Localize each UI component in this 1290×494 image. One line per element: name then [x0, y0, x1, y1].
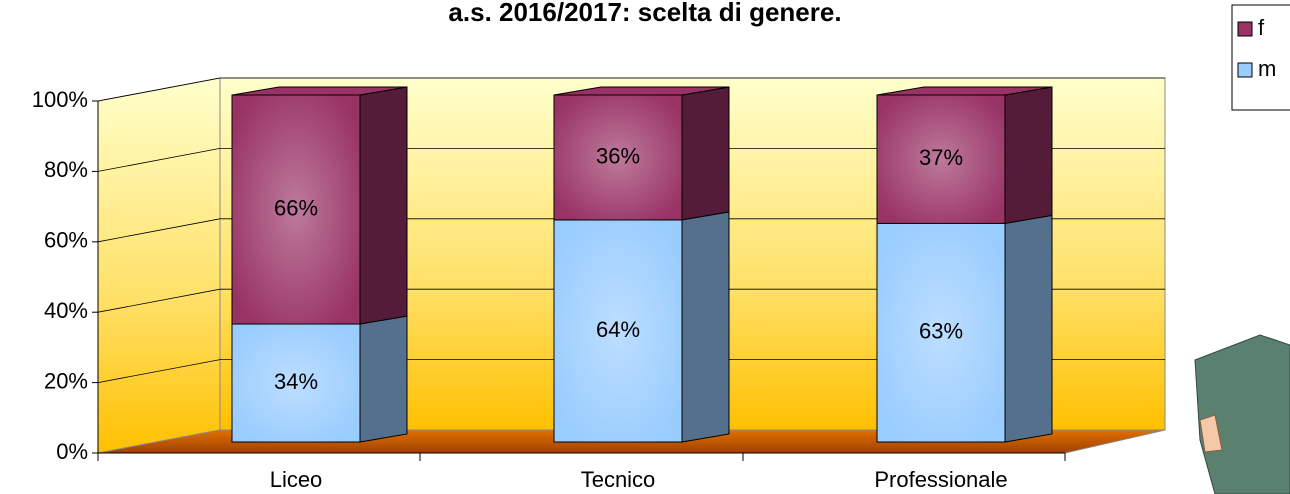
bar-top	[876, 86, 1053, 96]
data-label: 36%	[596, 143, 640, 168]
data-label: 66%	[274, 195, 318, 220]
bar-side-shade	[360, 316, 407, 442]
grid-line	[97, 288, 1165, 313]
bar-side-shade	[1005, 87, 1052, 224]
legend-swatch	[1237, 62, 1253, 78]
grid-line	[97, 218, 1165, 243]
bar-shine	[232, 95, 360, 325]
y-tick-label: 60%	[44, 228, 88, 253]
y-tick-label: 100%	[32, 87, 88, 112]
data-label: 64%	[596, 317, 640, 342]
x-tick-label: Tecnico	[581, 467, 656, 492]
bar-shine	[877, 223, 1005, 442]
y-tick-label: 40%	[44, 298, 88, 323]
bar-top	[231, 86, 408, 96]
decoration	[1194, 334, 1290, 494]
bar-shine	[554, 219, 682, 442]
bar-shine	[877, 95, 1005, 224]
grid-line	[97, 77, 1165, 102]
y-tick-label: 0%	[56, 439, 88, 464]
x-tick-label: Professionale	[874, 467, 1007, 492]
bar-side-shade	[1005, 215, 1052, 442]
legend-swatch	[1237, 21, 1253, 37]
data-label: 34%	[274, 369, 318, 394]
legend-label: m	[1258, 56, 1276, 81]
bar-side-shade	[682, 87, 729, 220]
grid-line	[97, 359, 1165, 383]
chart-title: a.s. 2016/2017: scelta di genere.	[448, 0, 841, 27]
bar-side-shade	[682, 211, 729, 442]
y-tick-label: 80%	[44, 157, 88, 182]
x-tick-label: Liceo	[270, 467, 323, 492]
data-label: 37%	[919, 145, 963, 170]
bar-side-shade	[360, 87, 407, 325]
bar-shine	[232, 324, 360, 442]
y-tick-label: 20%	[44, 368, 88, 393]
grid-line	[97, 147, 1165, 172]
data-label: 63%	[919, 319, 963, 344]
bar-shine	[554, 95, 682, 220]
bar-top	[553, 86, 730, 96]
legend-label: f	[1258, 15, 1265, 40]
